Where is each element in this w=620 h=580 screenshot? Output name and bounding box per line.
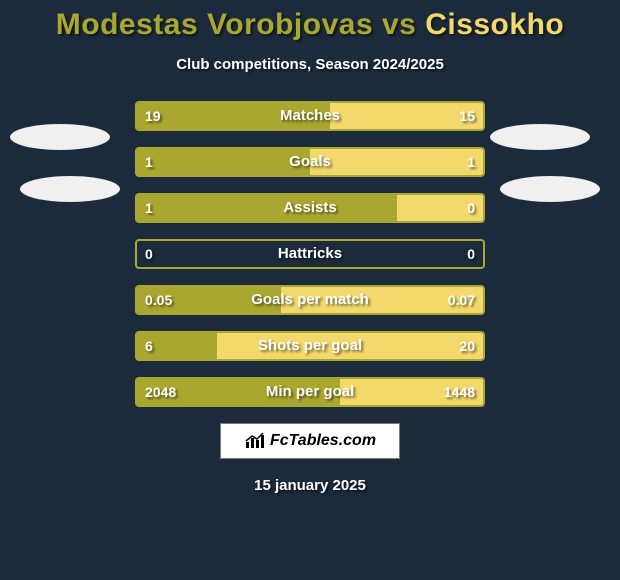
comparison-title: Modestas Vorobjovas vs Cissokho (0, 0, 620, 42)
date: 15 january 2025 (0, 477, 620, 494)
bar-value-right: 20 (459, 333, 475, 359)
bar-label: Goals (137, 149, 483, 175)
bar-value-right: 1448 (444, 379, 475, 405)
comparison-bar-row: Goals1 1 (135, 147, 485, 177)
comparison-bars: Matches1915Goals11Assists10Hattricks00Go… (135, 101, 485, 407)
subtitle: Club competitions, Season 2024/2025 (0, 56, 620, 73)
bar-value-left: 1 (145, 149, 153, 175)
bar-value-left: 6 (145, 333, 153, 359)
player-ellipse (500, 176, 600, 202)
player-ellipse (20, 176, 120, 202)
title-player2: Cissokho (425, 8, 564, 41)
player-ellipse (490, 124, 590, 150)
title-vs: vs (373, 8, 425, 41)
bar-label: Shots per goal (137, 333, 483, 359)
comparison-bar-row: Shots per goal6 20 (135, 331, 485, 361)
comparison-bar-row: Goals per match0.05 0.07 (135, 285, 485, 315)
bar-value-left: 2048 (145, 379, 176, 405)
bar-value-left: 19 (145, 103, 161, 129)
bar-value-right: 0 (467, 241, 475, 267)
bar-label: Hattricks (137, 241, 483, 267)
bar-value-right: 0 (467, 195, 475, 221)
comparison-bar-row: Hattricks0 0 (135, 239, 485, 269)
title-player1: Modestas Vorobjovas (56, 8, 373, 41)
bar-value-right: 1 (467, 149, 475, 175)
comparison-bar-row: Min per goal2048 1448 (135, 377, 485, 407)
bar-value-right: 0.07 (448, 287, 475, 313)
bar-label: Matches (137, 103, 483, 129)
player-ellipse (10, 124, 110, 150)
bar-label: Goals per match (137, 287, 483, 313)
bar-label: Assists (137, 195, 483, 221)
bar-value-right: 15 (459, 103, 475, 129)
comparison-bar-row: Assists1 0 (135, 193, 485, 223)
bar-value-left: 1 (145, 195, 153, 221)
bar-value-left: 0 (145, 241, 153, 267)
chart-icon (244, 432, 266, 450)
bar-label: Min per goal (137, 379, 483, 405)
bar-value-left: 0.05 (145, 287, 172, 313)
comparison-bar-row: Matches19 15 (135, 101, 485, 131)
logo-text: FcTables.com (270, 432, 376, 450)
logo-box: FcTables.com (220, 423, 400, 459)
